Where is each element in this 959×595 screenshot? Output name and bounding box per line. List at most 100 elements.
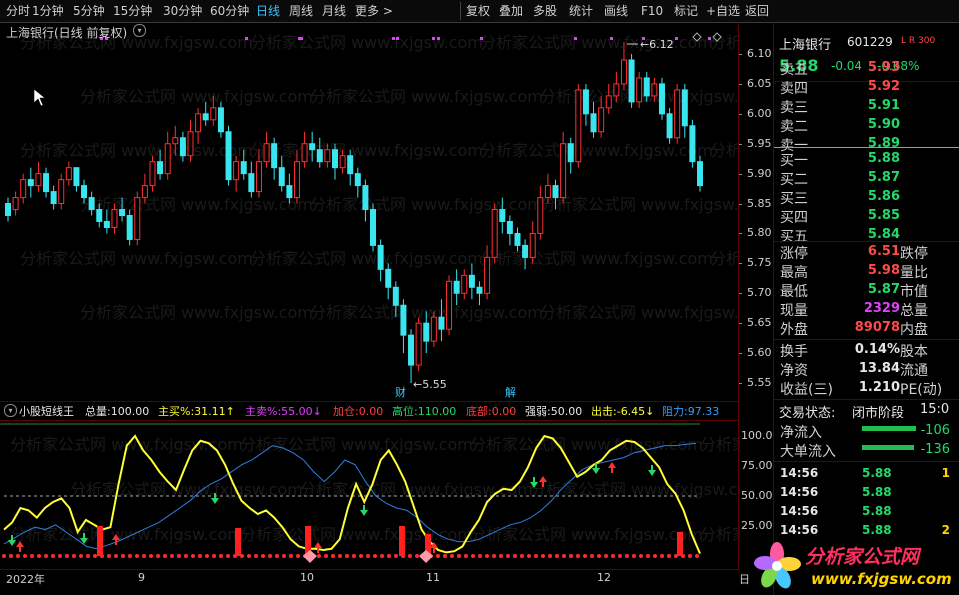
candle-body[interactable] <box>423 322 430 342</box>
candle-body[interactable] <box>293 161 300 199</box>
ask-row[interactable]: 卖四 5.92 <box>774 77 959 97</box>
candle-body[interactable] <box>582 89 589 115</box>
candle-body[interactable] <box>446 280 453 330</box>
stat-row[interactable]: 涨停 6.51 跌停 <box>774 242 959 262</box>
stat2-row[interactable]: 收益(三) 1.210 PE(动) <box>774 378 959 398</box>
candle-body[interactable] <box>141 185 148 199</box>
candle-body[interactable] <box>689 125 696 163</box>
candle-body[interactable] <box>119 209 126 217</box>
candle-body[interactable] <box>468 274 475 288</box>
candle-body[interactable] <box>529 232 536 258</box>
candle-body[interactable] <box>392 286 399 306</box>
bid-row[interactable]: 买二 5.87 <box>774 168 959 188</box>
candle-body[interactable] <box>499 209 506 222</box>
candle-body[interactable] <box>316 149 323 163</box>
period-5[interactable]: 30分钟 <box>163 4 203 18</box>
candle-body[interactable] <box>575 89 582 163</box>
candle-body[interactable] <box>81 185 88 199</box>
candle-body[interactable] <box>643 77 650 97</box>
candle-body[interactable] <box>35 173 42 187</box>
bid-row[interactable]: 买一 5.88 <box>774 149 959 169</box>
candle-body[interactable] <box>415 322 422 366</box>
ask-row[interactable]: 卖二 5.90 <box>774 115 959 135</box>
btn-stats[interactable]: 统计 <box>569 4 594 18</box>
candle-body[interactable] <box>605 95 612 109</box>
candle-body[interactable] <box>5 203 11 217</box>
candle-body[interactable] <box>263 143 270 163</box>
candle-body[interactable] <box>240 161 247 175</box>
candle-body[interactable] <box>248 173 255 193</box>
candle-body[interactable] <box>484 256 491 294</box>
period-2[interactable]: 1分钟 <box>32 4 64 18</box>
period-more[interactable]: 更多 > <box>355 4 393 18</box>
candle-body[interactable] <box>301 143 308 163</box>
candle-body[interactable] <box>651 83 658 97</box>
candle-body[interactable] <box>73 167 80 187</box>
candle-body[interactable] <box>377 244 384 270</box>
candle-body[interactable] <box>187 131 194 157</box>
period-4[interactable]: 15分钟 <box>113 4 153 18</box>
candle-body[interactable] <box>613 83 620 97</box>
candle-body[interactable] <box>453 280 460 294</box>
candle-body[interactable] <box>286 185 293 199</box>
candle-body[interactable] <box>681 89 688 127</box>
btn-back[interactable]: 返回 <box>745 4 770 18</box>
candle-body[interactable] <box>461 274 468 294</box>
btn-multi[interactable]: 多股 <box>533 4 558 18</box>
btn-add-watch[interactable]: +自选 <box>706 4 741 18</box>
candle-body[interactable] <box>430 316 437 342</box>
event-marker[interactable]: 财 <box>395 385 406 399</box>
candle-body[interactable] <box>88 197 95 211</box>
btn-fuquan[interactable]: 复权 <box>466 4 491 18</box>
candle-body[interactable] <box>324 149 331 163</box>
stat2-row[interactable]: 换手 0.14% 股本 <box>774 340 959 360</box>
candle-body[interactable] <box>370 209 377 246</box>
candle-body[interactable] <box>697 161 703 187</box>
candle-body[interactable] <box>552 185 559 199</box>
stat-row[interactable]: 最低 5.87 市值 <box>774 280 959 300</box>
btn-f10[interactable]: F10 <box>641 4 664 18</box>
candle-body[interactable] <box>636 77 643 103</box>
candle-body[interactable] <box>149 161 156 187</box>
candle-body[interactable] <box>278 167 285 187</box>
candle-body[interactable] <box>514 232 521 246</box>
period-3[interactable]: 5分钟 <box>73 4 105 18</box>
stat2-row[interactable]: 净资 13.84 流通 <box>774 359 959 379</box>
candle-body[interactable] <box>126 215 133 240</box>
candle-body[interactable] <box>658 83 665 115</box>
candle-body[interactable] <box>255 161 262 193</box>
event-marker[interactable]: 解 <box>505 385 516 399</box>
period-daily[interactable]: 日线 <box>256 4 281 18</box>
candle-body[interactable] <box>560 143 567 199</box>
candle-body[interactable] <box>202 113 209 121</box>
bid-row[interactable]: 买四 5.85 <box>774 206 959 226</box>
candle-body[interactable] <box>620 59 627 85</box>
candle-body[interactable] <box>400 304 407 336</box>
period-monthly[interactable]: 月线 <box>322 4 347 18</box>
candle-body[interactable] <box>172 137 179 145</box>
candle-body[interactable] <box>674 89 681 139</box>
btn-overlay[interactable]: 叠加 <box>499 4 524 18</box>
candle-body[interactable] <box>331 149 338 169</box>
candle-body[interactable] <box>65 167 72 181</box>
candle-body[interactable] <box>544 185 551 199</box>
candle-body[interactable] <box>164 143 171 175</box>
candle-body[interactable] <box>309 143 316 151</box>
candle-body[interactable] <box>233 161 240 181</box>
candle-body[interactable] <box>537 197 544 234</box>
candle-body[interactable] <box>347 155 354 175</box>
candle-body[interactable] <box>58 179 65 205</box>
candle-body[interactable] <box>271 143 278 169</box>
stat-row[interactable]: 外盘 89078 内盘 <box>774 318 959 338</box>
candle-body[interactable] <box>476 286 483 294</box>
candle-body[interactable] <box>628 59 635 103</box>
candle-body[interactable] <box>103 220 110 228</box>
period-weekly[interactable]: 周线 <box>289 4 314 18</box>
candle-body[interactable] <box>491 209 498 258</box>
candle-body[interactable] <box>408 334 415 366</box>
btn-draw[interactable]: 画线 <box>604 4 629 18</box>
stat-row[interactable]: 最高 5.98 量比 <box>774 261 959 281</box>
candle-body[interactable] <box>385 268 392 288</box>
